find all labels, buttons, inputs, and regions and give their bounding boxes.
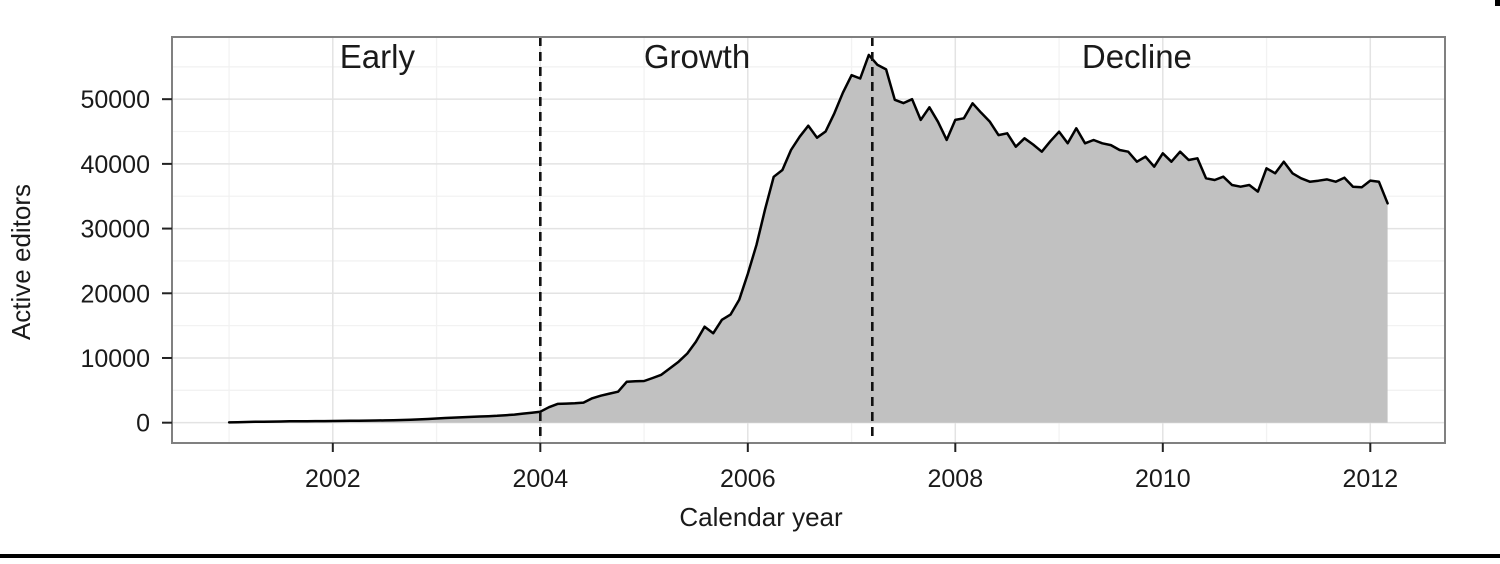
y-axis-ticks: 0 10000 20000 30000 40000 50000: [80, 86, 172, 438]
y-tick-label: 0: [136, 410, 150, 438]
data-series: [227, 53, 1389, 424]
y-tick-label: 50000: [80, 86, 150, 114]
y-axis-title: Active editors: [6, 184, 36, 340]
y-tick-label: 30000: [80, 216, 150, 244]
active-editors-area-fill: [229, 54, 1388, 423]
corner-artifact: [1495, 0, 1500, 6]
x-tick-label: 2010: [1135, 465, 1191, 493]
x-tick-label: 2008: [927, 465, 983, 493]
phase-labels: Early Growth Decline: [340, 38, 1192, 75]
active-editors-line: [227, 53, 1389, 424]
y-tick-label: 20000: [80, 280, 150, 308]
phase-divider-dashed-lines: [539, 37, 874, 443]
x-tick-label: 2002: [305, 465, 361, 493]
y-tick-label: 10000: [80, 345, 150, 373]
panel-border: [171, 36, 1446, 444]
y-tick-label: 40000: [80, 151, 150, 179]
x-tick-label: 2012: [1342, 465, 1398, 493]
phase-label-early: Early: [340, 38, 416, 75]
phase-label-growth: Growth: [644, 38, 750, 75]
x-tick-label: 2004: [512, 465, 568, 493]
x-axis-ticks: 2002 2004 2006 2008 2010 2012: [305, 443, 1398, 493]
x-tick-label: 2006: [720, 465, 776, 493]
x-axis-title: Calendar year: [679, 502, 843, 532]
bottom-rule: [0, 554, 1500, 558]
phase-label-decline: Decline: [1082, 38, 1192, 75]
